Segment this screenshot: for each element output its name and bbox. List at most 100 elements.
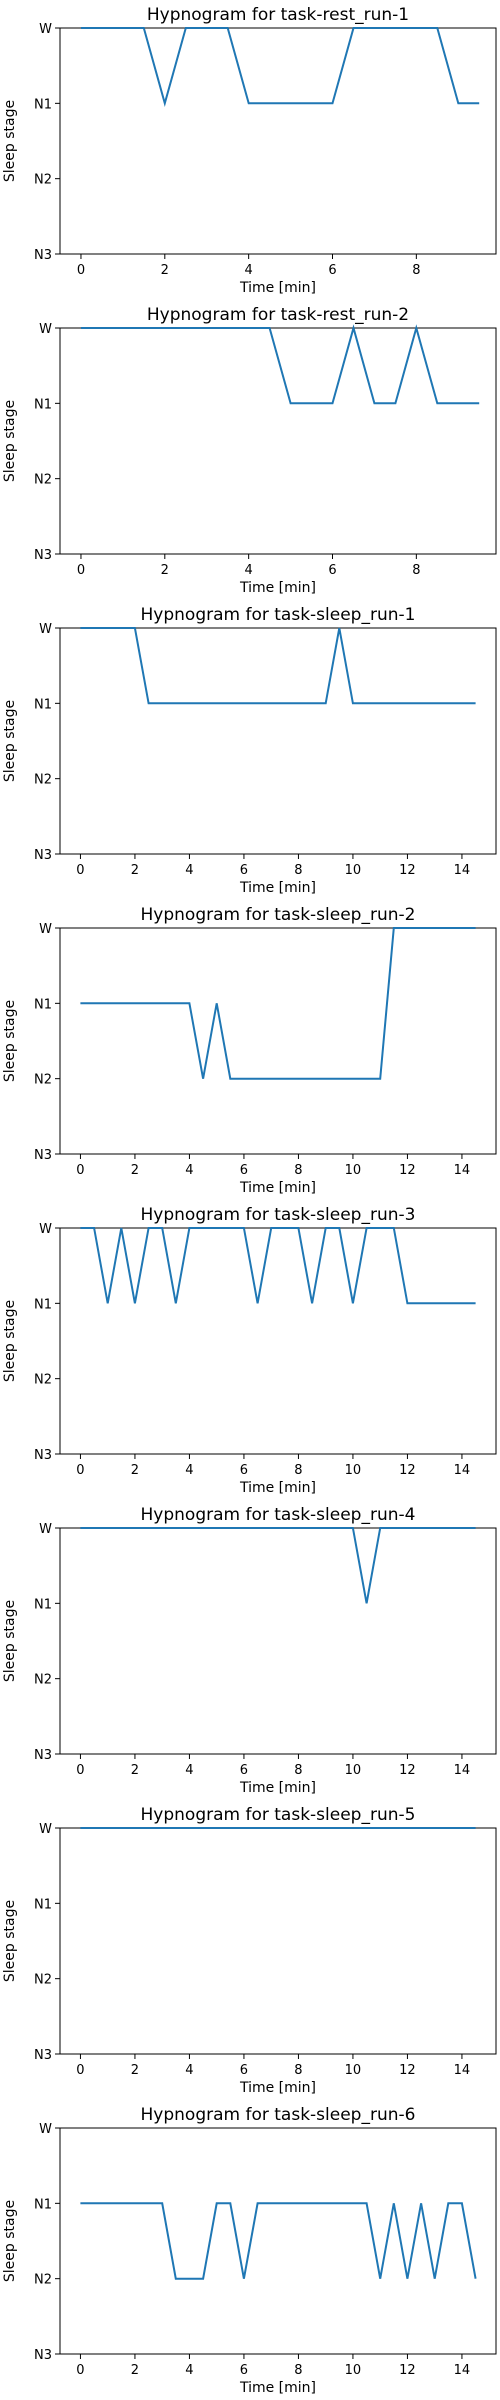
y-tick-label: N3: [34, 2348, 52, 2363]
x-tick-label: 14: [454, 863, 471, 878]
hypnogram-chart-8: Hypnogram for task-sleep_run-6 0 2 4 6 8 10 12 1…: [2, 2105, 497, 2396]
x-tick-label: 6: [240, 2063, 248, 2078]
y-axis-label: Sleep stage: [2, 1000, 18, 1082]
axes-frame: [59, 927, 497, 1155]
x-tick-label: 4: [185, 1763, 193, 1778]
x-tick-label: 12: [399, 1463, 416, 1478]
chart-title: Hypnogram for task-sleep_run-6: [141, 2105, 416, 2125]
x-tick-label: 2: [131, 1763, 139, 1778]
chart-title: Hypnogram for task-sleep_run-3: [141, 1205, 416, 1225]
x-tick-label: 8: [294, 1163, 302, 1178]
x-tick-label: 0: [76, 1463, 84, 1478]
x-tick-label: 6: [240, 863, 248, 878]
y-tick-label: N3: [34, 1748, 52, 1763]
x-tick-label: 10: [345, 1763, 362, 1778]
x-tick-label: 2: [161, 263, 169, 278]
x-tick-label: 12: [399, 1763, 416, 1778]
y-tick-label: N1: [34, 97, 52, 112]
x-axis-label: Time [min]: [239, 1480, 316, 1496]
x-tick-label: 6: [240, 1463, 248, 1478]
x-tick-label: 2: [131, 1463, 139, 1478]
y-tick-label: W: [39, 1222, 52, 1237]
x-tick-label: 8: [294, 1763, 302, 1778]
y-axis-label: Sleep stage: [2, 1600, 18, 1682]
hypnogram-chart-6: Hypnogram for task-sleep_run-4 0 2 4 6 8 10 12 1…: [2, 1505, 497, 1796]
y-axis-label: Sleep stage: [2, 400, 18, 482]
y-tick-label: W: [39, 1522, 52, 1537]
x-tick-label: 4: [185, 863, 193, 878]
hypnogram-line: [80, 1527, 476, 1604]
x-axis-label: Time [min]: [239, 2380, 316, 2396]
y-axis-label: Sleep stage: [2, 1900, 18, 1982]
x-tick-label: 0: [77, 263, 85, 278]
y-tick-label: N3: [34, 1448, 52, 1463]
y-tick-label: N3: [34, 548, 52, 563]
axes-frame: [59, 1527, 497, 1755]
hypnogram-line: [80, 2202, 477, 2280]
y-tick-label: N2: [34, 773, 52, 788]
x-tick-label: 6: [240, 1763, 248, 1778]
x-tick-label: 6: [240, 1163, 248, 1178]
x-tick-label: 0: [76, 2063, 84, 2078]
hypnogram-line: [80, 927, 476, 1080]
x-tick-label: 2: [161, 563, 169, 578]
chart-title: Hypnogram for task-sleep_run-5: [141, 1805, 416, 1825]
x-axis-label: Time [min]: [239, 2080, 316, 2096]
x-tick-label: 12: [399, 2363, 416, 2378]
x-tick-label: 0: [76, 1163, 84, 1178]
x-tick-label: 2: [131, 863, 139, 878]
chart-title: Hypnogram for task-rest_run-1: [147, 5, 409, 25]
y-tick-label: N1: [34, 1597, 52, 1612]
x-tick-label: 14: [454, 1763, 471, 1778]
x-tick-label: 4: [185, 1163, 193, 1178]
y-tick-label: N1: [34, 697, 52, 712]
y-tick-label: N1: [34, 997, 52, 1012]
hypnogram-line: [81, 324, 480, 405]
y-axis-label: Sleep stage: [2, 2200, 18, 2282]
y-tick-label: W: [39, 1822, 52, 1837]
y-tick-label: N1: [34, 1297, 52, 1312]
axes-frame: [59, 1227, 497, 1455]
x-tick-label: 14: [454, 1163, 471, 1178]
y-tick-label: N2: [34, 1973, 52, 1988]
y-tick-label: N2: [34, 1373, 52, 1388]
x-tick-label: 4: [185, 1463, 193, 1478]
axes-frame: [59, 627, 497, 855]
axes-frame: [59, 327, 497, 555]
y-tick-label: N3: [34, 248, 52, 263]
x-axis-label: Time [min]: [239, 280, 316, 296]
x-tick-label: 10: [345, 2363, 362, 2378]
hypnogram-chart-1: Hypnogram for task-rest_run-1 0 2 4 6 8 W N1 N2 N…: [2, 5, 497, 296]
x-tick-label: 10: [345, 1463, 362, 1478]
hypnogram-chart-7: Hypnogram for task-sleep_run-5 0 2 4 6 8 10 12 1…: [2, 1805, 497, 2096]
axes-frame: [59, 1827, 497, 2055]
x-tick-label: 8: [294, 2363, 302, 2378]
x-tick-label: 12: [399, 863, 416, 878]
x-tick-label: 14: [454, 2363, 471, 2378]
chart-title: Hypnogram for task-sleep_run-4: [141, 1505, 416, 1525]
y-tick-label: W: [39, 2122, 52, 2137]
y-tick-label: N3: [34, 1148, 52, 1163]
y-tick-label: W: [39, 322, 52, 337]
hypnogram-chart-2: Hypnogram for task-rest_run-2 0 2 4 6 8 W N1 N2 N…: [2, 305, 497, 596]
y-tick-label: N3: [34, 2048, 52, 2063]
x-tick-label: 8: [294, 863, 302, 878]
x-tick-label: 0: [76, 2363, 84, 2378]
x-axis-label: Time [min]: [239, 580, 316, 596]
y-tick-label: W: [39, 622, 52, 637]
x-tick-label: 8: [294, 2063, 302, 2078]
y-tick-label: N2: [34, 473, 52, 488]
x-tick-label: 12: [399, 1163, 416, 1178]
x-tick-label: 14: [454, 1463, 471, 1478]
y-tick-label: N3: [34, 848, 52, 863]
y-tick-label: N2: [34, 173, 52, 188]
x-tick-label: 10: [345, 863, 362, 878]
x-tick-label: 8: [412, 263, 420, 278]
y-tick-label: N1: [34, 2197, 52, 2212]
chart-title: Hypnogram for task-rest_run-2: [147, 305, 409, 325]
x-tick-label: 4: [245, 563, 253, 578]
hypnogram-chart-5: Hypnogram for task-sleep_run-3 0 2 4 6 8 10 12 1…: [2, 1205, 497, 1496]
x-tick-label: 4: [245, 263, 253, 278]
x-axis-label: Time [min]: [239, 1180, 316, 1196]
